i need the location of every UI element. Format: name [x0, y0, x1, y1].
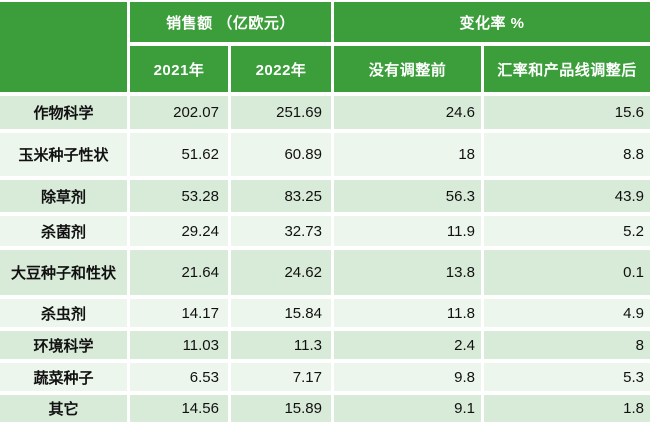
cell-2022: 24.62 [231, 250, 331, 295]
cell-2022: 32.73 [231, 216, 331, 246]
cell-change-before: 2.4 [334, 331, 481, 359]
row-label: 玉米种子性状 [0, 133, 127, 176]
cell-change-adjusted: 15.6 [484, 96, 650, 129]
cell-2021: 11.03 [130, 331, 228, 359]
cell-change-before: 9.1 [334, 395, 481, 422]
cell-2022: 11.3 [231, 331, 331, 359]
cell-change-adjusted: 43.9 [484, 180, 650, 212]
cell-change-adjusted: 0.1 [484, 250, 650, 295]
cell-change-adjusted: 1.8 [484, 395, 650, 422]
cell-change-adjusted: 8.8 [484, 133, 650, 176]
header-2022: 2022年 [231, 46, 331, 92]
cell-change-before: 9.8 [334, 363, 481, 391]
cell-change-adjusted: 5.3 [484, 363, 650, 391]
cell-2021: 21.64 [130, 250, 228, 295]
header-sales-group: 销售额 （亿欧元） [130, 2, 331, 42]
row-label: 杀虫剂 [0, 299, 127, 327]
header-change-group: 变化率 % [334, 2, 650, 42]
cell-2022: 60.89 [231, 133, 331, 176]
cell-change-adjusted: 5.2 [484, 216, 650, 246]
cell-2022: 251.69 [231, 96, 331, 129]
cell-change-adjusted: 4.9 [484, 299, 650, 327]
row-label: 环境科学 [0, 331, 127, 359]
cell-2022: 15.84 [231, 299, 331, 327]
corner-cell [0, 2, 127, 92]
cell-change-before: 11.8 [334, 299, 481, 327]
cell-change-before: 24.6 [334, 96, 481, 129]
row-label: 除草剂 [0, 180, 127, 212]
row-label: 大豆种子和性状 [0, 250, 127, 295]
cell-2021: 51.62 [130, 133, 228, 176]
header-change-before: 没有调整前 [334, 46, 481, 92]
cell-change-adjusted: 8 [484, 331, 650, 359]
cell-change-before: 11.9 [334, 216, 481, 246]
cell-2021: 29.24 [130, 216, 228, 246]
cell-change-before: 18 [334, 133, 481, 176]
header-2021: 2021年 [130, 46, 228, 92]
row-label: 作物科学 [0, 96, 127, 129]
cell-2022: 7.17 [231, 363, 331, 391]
cell-2021: 6.53 [130, 363, 228, 391]
header-change-adjusted: 汇率和产品线调整后 [484, 46, 650, 92]
cell-change-before: 13.8 [334, 250, 481, 295]
cell-2021: 202.07 [130, 96, 228, 129]
row-label: 杀菌剂 [0, 216, 127, 246]
cell-2021: 14.17 [130, 299, 228, 327]
row-label: 其它 [0, 395, 127, 422]
cell-2021: 53.28 [130, 180, 228, 212]
cell-change-before: 56.3 [334, 180, 481, 212]
cell-2022: 83.25 [231, 180, 331, 212]
cell-2021: 14.56 [130, 395, 228, 422]
row-label: 蔬菜种子 [0, 363, 127, 391]
cell-2022: 15.89 [231, 395, 331, 422]
